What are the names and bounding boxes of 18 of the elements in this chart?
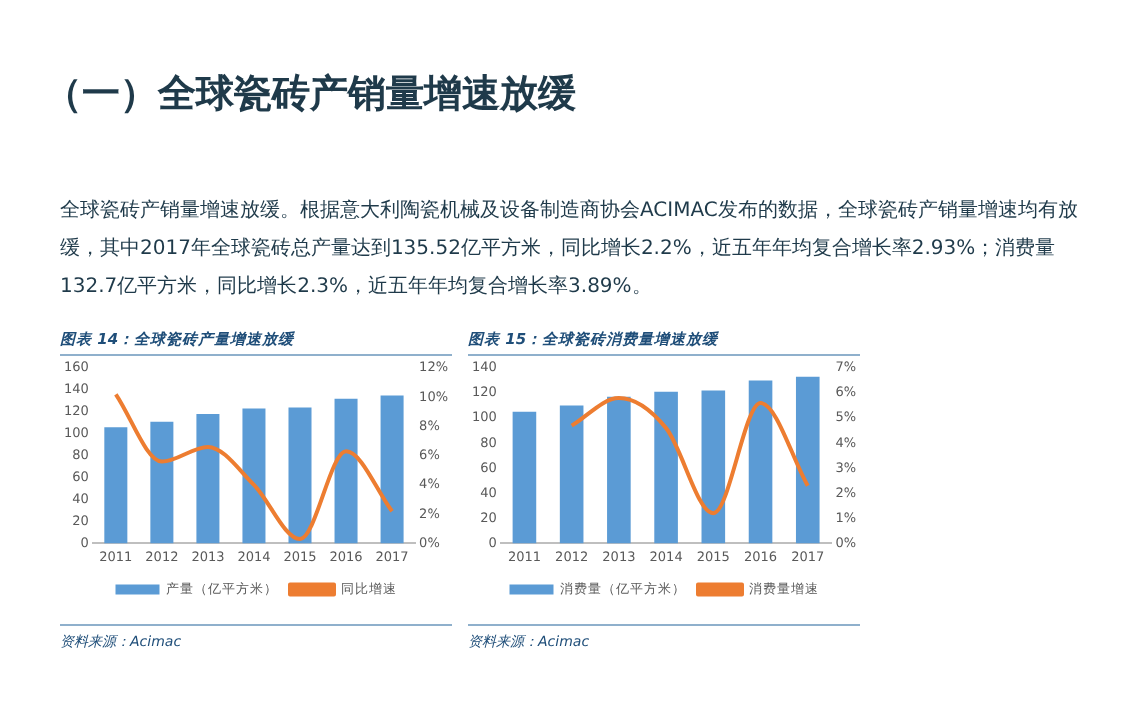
- bar: [196, 414, 220, 544]
- bar: [104, 427, 128, 544]
- bar: [654, 391, 678, 544]
- bar: [380, 395, 404, 544]
- bar: [150, 421, 174, 544]
- bar: [701, 390, 726, 544]
- bar: [607, 396, 631, 544]
- bar: [242, 408, 266, 544]
- bar: [748, 380, 773, 544]
- text: （一）全球瓷砖产销量增速放缓: [44, 70, 576, 120]
- bar: [512, 411, 537, 544]
- line-series: [569, 396, 810, 516]
- bar: [559, 405, 584, 544]
- line-series: [113, 392, 395, 542]
- bar: [288, 407, 312, 544]
- bar: [334, 398, 358, 544]
- bar: [795, 376, 820, 544]
- text: 全球瓷砖产销量增速放缓。根据意大利陶瓷机械及设备制造商协会ACIMAC发布的数据，全球瓷砖产销量增速均有放缓，其中2017年全球瓷砖总产量达到135.52亿平方米，同比增长2.2%，近五年年均复合增长率2.93%；消费量132.7亿平方米，同比增长2.3%，近五年年均复合增长率3.89%。: [60, 197, 1080, 302]
